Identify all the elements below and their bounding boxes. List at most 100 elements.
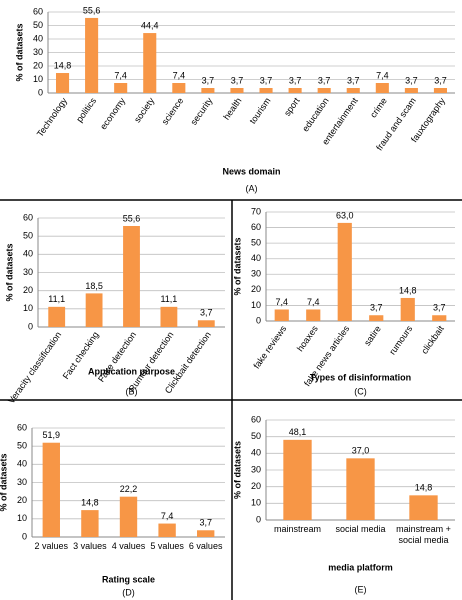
y-tick-label: 50: [251, 431, 261, 441]
value-label: 63,0: [336, 210, 354, 220]
x-tick-label: Technology: [35, 95, 70, 138]
y-tick-label: 10: [251, 498, 261, 508]
x-tick-label: satire: [362, 324, 383, 348]
caption: (E): [355, 584, 367, 594]
value-label: 37,0: [352, 446, 370, 456]
value-label: 3,7: [260, 75, 273, 85]
y-tick-label: 40: [23, 249, 33, 259]
x-tick-label: politics: [74, 95, 98, 124]
y-tick-label: 30: [251, 269, 261, 279]
value-label: 3,7: [199, 518, 212, 528]
y-tick-label: 30: [33, 47, 43, 57]
x-axis-title: News domain: [222, 166, 280, 176]
y-axis-title: % of datasets: [4, 243, 14, 301]
value-label: 22,2: [120, 484, 138, 494]
x-tick-label: tourism: [247, 96, 272, 126]
value-label: 18,5: [85, 281, 103, 291]
bar: [317, 88, 331, 93]
y-tick-label: 20: [23, 285, 33, 295]
y-tick-label: 10: [251, 300, 261, 310]
bar: [158, 523, 176, 537]
bar: [432, 315, 447, 321]
value-label: 3,7: [200, 308, 213, 318]
bar: [433, 88, 448, 93]
bar: [369, 315, 384, 321]
x-tick-label: 2 values: [34, 541, 69, 551]
y-tick-label: 60: [23, 212, 33, 222]
y-tick-label: 20: [251, 284, 261, 294]
value-label: 51,9: [43, 430, 61, 440]
x-tick-label: education: [300, 96, 331, 134]
y-tick-label: 60: [251, 222, 261, 232]
y-tick-label: 0: [256, 514, 261, 524]
x-tick-label: 5 values: [150, 541, 184, 551]
bar: [81, 510, 99, 537]
bar: [123, 225, 140, 327]
x-axis-title: Application purpose: [88, 366, 175, 376]
y-tick-label: 30: [251, 464, 261, 474]
x-tick-label: 6 values: [188, 541, 223, 551]
x-tick-label: sport: [282, 95, 302, 118]
bar: [42, 442, 60, 537]
y-axis-title: % of datasets: [14, 23, 24, 81]
bar: [197, 530, 215, 537]
caption: (B): [126, 386, 138, 396]
bar: [259, 88, 273, 93]
y-tick-label: 0: [22, 531, 27, 541]
y-axis-title: % of datasets: [232, 237, 242, 295]
x-tick-label: 3 values: [73, 541, 107, 551]
bar: [119, 496, 138, 537]
value-label: 14,8: [399, 285, 417, 295]
x-tick-label: clickbait: [419, 323, 446, 355]
y-tick-label: 60: [251, 414, 261, 424]
bar: [346, 88, 360, 93]
y-axis-title: % of datasets: [0, 453, 8, 511]
x-tick-label: 4 values: [111, 541, 146, 551]
value-label: 14,8: [81, 497, 99, 507]
value-label: 7,4: [376, 70, 389, 80]
y-tick-label: 20: [33, 60, 43, 70]
y-tick-label: 60: [17, 422, 27, 432]
y-tick-label: 0: [256, 315, 261, 325]
bar: [283, 439, 312, 520]
x-tick-label: crime: [368, 96, 389, 120]
bar: [48, 306, 66, 327]
y-tick-label: 70: [251, 206, 261, 216]
bar: [346, 458, 375, 520]
x-tick-label: science: [160, 96, 186, 127]
value-label: 3,7: [434, 75, 447, 85]
bar: [114, 83, 128, 93]
caption: (A): [246, 183, 258, 193]
y-tick-label: 50: [23, 231, 33, 241]
bar: [201, 88, 215, 93]
value-label: 7,4: [307, 297, 320, 307]
value-label: 11,1: [48, 294, 65, 304]
y-tick-label: 20: [17, 495, 27, 505]
y-tick-label: 40: [251, 253, 261, 263]
x-tick-label: Veracity classification: [6, 330, 63, 406]
x-tick-label: rumours: [387, 323, 414, 356]
value-label: 3,7: [231, 75, 244, 85]
caption: (C): [354, 386, 367, 396]
y-tick-label: 50: [251, 238, 261, 248]
value-label: 7,4: [114, 70, 127, 80]
bar: [306, 309, 321, 321]
bar: [409, 495, 438, 520]
value-label: 3,7: [433, 303, 446, 313]
value-label: 3,7: [318, 75, 331, 85]
y-tick-label: 30: [23, 267, 33, 277]
value-label: 3,7: [202, 75, 215, 85]
x-tick-label: society: [132, 95, 157, 124]
y-tick-label: 60: [33, 6, 43, 16]
x-tick-label: economy: [98, 95, 127, 131]
x-tick-label: security: [188, 95, 214, 127]
x-tick-label: social media: [335, 524, 386, 534]
y-tick-label: 40: [33, 33, 43, 43]
bar: [400, 297, 415, 321]
x-axis-title: media platform: [328, 562, 393, 572]
y-tick-label: 10: [17, 513, 27, 523]
x-axis-title: Types of disinformation: [310, 372, 411, 382]
y-tick-label: 50: [17, 441, 27, 451]
